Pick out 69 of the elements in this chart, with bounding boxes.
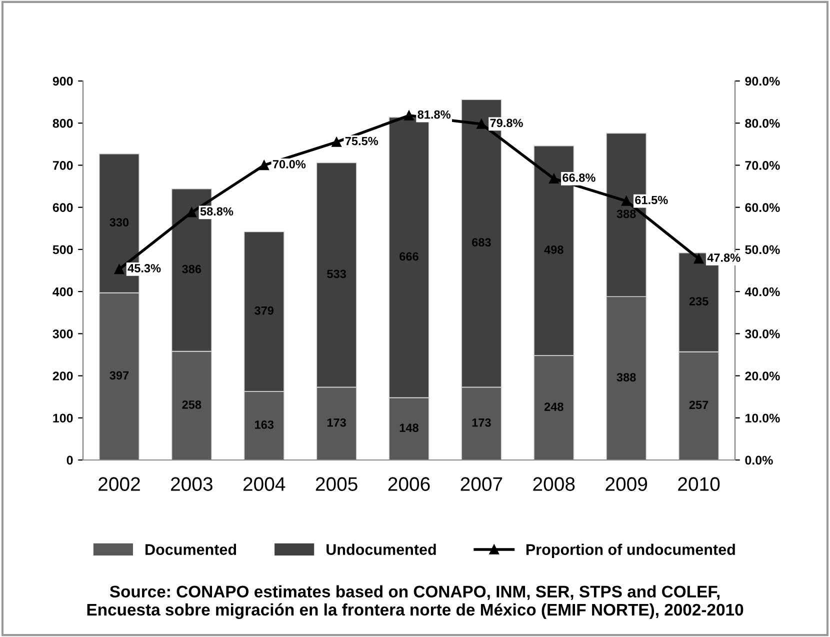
data-label: 70.0% bbox=[272, 160, 306, 168]
x-tick-label: 2007 bbox=[460, 477, 502, 491]
data-label: 257 bbox=[689, 400, 708, 410]
data-label: 75.5% bbox=[345, 136, 378, 146]
y2-tick-label: 80.0% bbox=[745, 118, 780, 128]
point bbox=[404, 110, 414, 120]
legend-label: Proportion of undocumented bbox=[526, 544, 735, 558]
y-tick-label: 300 bbox=[52, 329, 73, 338]
data-label: 386 bbox=[182, 264, 202, 274]
y2-tick-label: 70.0% bbox=[745, 161, 780, 170]
point bbox=[114, 264, 124, 274]
y-tick-label: 800 bbox=[52, 118, 73, 128]
data-label: 79.8% bbox=[490, 118, 523, 128]
y2-tick-label: 0.0% bbox=[745, 456, 773, 465]
data-label: 388 bbox=[616, 210, 636, 218]
x-tick-label: 2003 bbox=[171, 477, 212, 491]
point bbox=[186, 208, 197, 218]
y-tick-label: 400 bbox=[52, 287, 73, 296]
x-tick-label: 2009 bbox=[606, 477, 648, 491]
y2-tick-label: 60.0% bbox=[745, 203, 780, 212]
y-tick-label: 700 bbox=[52, 161, 73, 170]
data-label: 173 bbox=[327, 418, 346, 427]
data-label: 81.8% bbox=[418, 110, 450, 119]
y-tick-label: 600 bbox=[52, 203, 73, 212]
data-label: 61.5% bbox=[635, 196, 668, 204]
data-label: 498 bbox=[544, 246, 564, 254]
legend-label: Undocumented bbox=[326, 544, 436, 555]
y-tick-label: 0 bbox=[66, 456, 73, 465]
y2-tick-label: 10.0% bbox=[746, 414, 780, 423]
point bbox=[621, 196, 632, 206]
data-label: 47.8% bbox=[707, 254, 740, 262]
data-label: 248 bbox=[544, 402, 564, 411]
x-tick-label: 2002 bbox=[98, 477, 140, 491]
y-tick-label: 500 bbox=[52, 245, 73, 254]
data-label: 45.3% bbox=[128, 264, 161, 272]
data-label: 388 bbox=[616, 373, 636, 382]
y2-tick-label: 90.0% bbox=[745, 76, 780, 86]
data-label: 58.8% bbox=[200, 207, 234, 216]
y2-tick-label: 50.0% bbox=[745, 245, 780, 254]
data-label: 235 bbox=[689, 297, 708, 306]
data-label: 533 bbox=[327, 270, 346, 278]
y-tick-label: 200 bbox=[52, 372, 73, 380]
data-label: 379 bbox=[254, 306, 274, 315]
x-tick-label: 2008 bbox=[533, 477, 575, 491]
point bbox=[259, 160, 269, 170]
legend-label: Documented bbox=[146, 544, 236, 555]
x-tick-label: 2004 bbox=[243, 477, 286, 491]
point bbox=[332, 137, 342, 147]
data-label: 258 bbox=[182, 400, 202, 409]
data-label: 148 bbox=[400, 424, 418, 432]
source-note: Source: CONAPO estimates based on CONAPO, INM, SER, STPS and COLEF, Encuesta sobre migración en la frontera norte de México (EMIF NORTE), 2002-2010 bbox=[87, 585, 744, 619]
data-label: 683 bbox=[472, 238, 491, 247]
data-label: 397 bbox=[110, 371, 129, 380]
y-tick-label: 900 bbox=[52, 76, 73, 86]
x-tick-label: 2006 bbox=[388, 477, 430, 491]
y2-tick-label: 20.0% bbox=[745, 372, 780, 380]
data-label: 66.8% bbox=[562, 174, 596, 182]
data-label: 163 bbox=[255, 420, 274, 429]
x-tick-label: 2005 bbox=[316, 477, 358, 491]
data-label: 330 bbox=[110, 218, 129, 227]
data-label: 666 bbox=[400, 252, 418, 261]
data-label: 173 bbox=[472, 418, 491, 427]
y2-tick-label: 40.0% bbox=[744, 287, 780, 296]
point bbox=[549, 174, 559, 184]
x-tick-label: 2010 bbox=[678, 477, 720, 491]
y-tick-label: 100 bbox=[53, 414, 73, 423]
point bbox=[694, 254, 704, 264]
point bbox=[476, 119, 486, 129]
y2-tick-label: 30.0% bbox=[745, 329, 780, 338]
